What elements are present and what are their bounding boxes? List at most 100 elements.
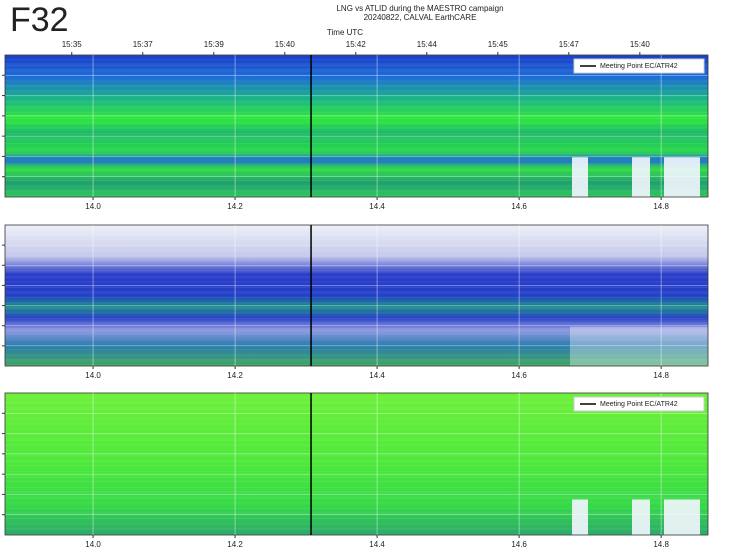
legend-label: Meeting Point EC/ATR42	[600, 63, 678, 70]
x2-axis-label: Time UTC	[327, 28, 363, 37]
texture	[5, 471, 708, 472]
texture	[5, 455, 708, 456]
texture	[5, 460, 708, 461]
texture	[5, 477, 708, 478]
texture	[5, 518, 708, 519]
cloud-patch	[664, 157, 700, 197]
texture	[5, 286, 708, 287]
cloud-patch	[632, 500, 650, 536]
texture	[5, 293, 708, 294]
x-tick-label: 14.0	[85, 371, 101, 380]
texture	[5, 434, 708, 435]
texture	[5, 498, 708, 499]
x2-tick-label: 15:44	[417, 40, 438, 49]
x-tick-label: 14.6	[511, 371, 527, 380]
texture	[5, 180, 708, 181]
texture	[5, 196, 708, 197]
texture	[5, 117, 708, 118]
texture	[5, 465, 708, 466]
texture	[5, 524, 708, 525]
x2-tick-label: 15:39	[204, 40, 225, 49]
texture	[5, 174, 708, 175]
texture	[5, 91, 708, 92]
texture	[5, 492, 708, 493]
texture	[5, 229, 708, 230]
texture	[5, 528, 708, 529]
x-tick-label: 14.8	[653, 202, 669, 211]
x-tick-label: 14.6	[511, 202, 527, 211]
texture	[5, 276, 708, 277]
texture	[5, 116, 708, 117]
texture	[5, 297, 708, 298]
texture	[5, 241, 708, 242]
x2-tick-label: 15:37	[133, 40, 154, 49]
texture	[5, 154, 708, 155]
texture	[5, 143, 708, 144]
texture	[5, 139, 708, 140]
texture	[5, 190, 708, 191]
texture	[5, 250, 708, 251]
texture	[5, 481, 708, 482]
texture	[5, 529, 708, 530]
texture	[5, 287, 708, 288]
texture	[5, 100, 708, 101]
texture	[5, 475, 708, 476]
texture	[5, 256, 708, 257]
texture	[5, 186, 708, 187]
texture	[5, 85, 708, 86]
texture	[5, 270, 708, 271]
texture	[5, 160, 708, 161]
cloud-patch	[664, 500, 700, 536]
texture	[5, 127, 708, 128]
texture	[5, 239, 708, 240]
texture	[5, 450, 708, 451]
x-tick-label: 14.4	[369, 202, 385, 211]
texture	[5, 122, 708, 123]
texture	[5, 106, 708, 107]
texture	[5, 102, 708, 103]
chart-title: 20240822, CALVAL EarthCARE	[364, 13, 477, 22]
x-tick-label: 14.4	[369, 540, 385, 549]
texture	[5, 266, 708, 267]
texture	[5, 164, 708, 165]
cloud-patch	[632, 157, 650, 197]
texture	[5, 454, 708, 455]
x2-tick-label: 15:42	[346, 40, 367, 49]
texture	[5, 191, 708, 192]
figure: F32 14.0 14.2 14.4 14.6 14.8 Meeting Point EC…	[0, 0, 743, 549]
texture	[5, 277, 708, 278]
texture	[5, 281, 708, 282]
texture	[5, 419, 708, 420]
x2-tick-label: 15:45	[488, 40, 509, 49]
texture	[5, 322, 708, 323]
texture	[5, 423, 708, 424]
x-tick-label: 14.8	[653, 540, 669, 549]
texture	[5, 444, 708, 445]
x-tick-label: 14.2	[227, 371, 243, 380]
x2-tick-label: 15:47	[559, 40, 580, 49]
x-tick-label: 14.8	[653, 371, 669, 380]
texture	[5, 308, 708, 309]
texture	[5, 508, 708, 509]
texture	[5, 159, 708, 160]
chart-title: LNG vs ATLID during the MAESTRO campaign	[336, 4, 503, 13]
x-tick-label: 14.0	[85, 202, 101, 211]
cloud-patch	[572, 157, 588, 197]
texture	[5, 440, 708, 441]
texture	[5, 312, 708, 313]
x-tick-label: 14.4	[369, 371, 385, 380]
legend-label: Meeting Point EC/ATR42	[600, 401, 678, 408]
texture	[5, 149, 708, 150]
cloud-patch	[570, 327, 708, 366]
texture	[5, 123, 708, 124]
texture	[5, 291, 708, 292]
slide-label: F32	[10, 1, 69, 39]
texture	[5, 108, 708, 109]
texture	[5, 96, 708, 97]
texture	[5, 487, 708, 488]
texture	[5, 424, 708, 425]
texture	[5, 235, 708, 236]
texture	[5, 307, 708, 308]
x-tick-label: 14.2	[227, 202, 243, 211]
texture	[5, 112, 708, 113]
